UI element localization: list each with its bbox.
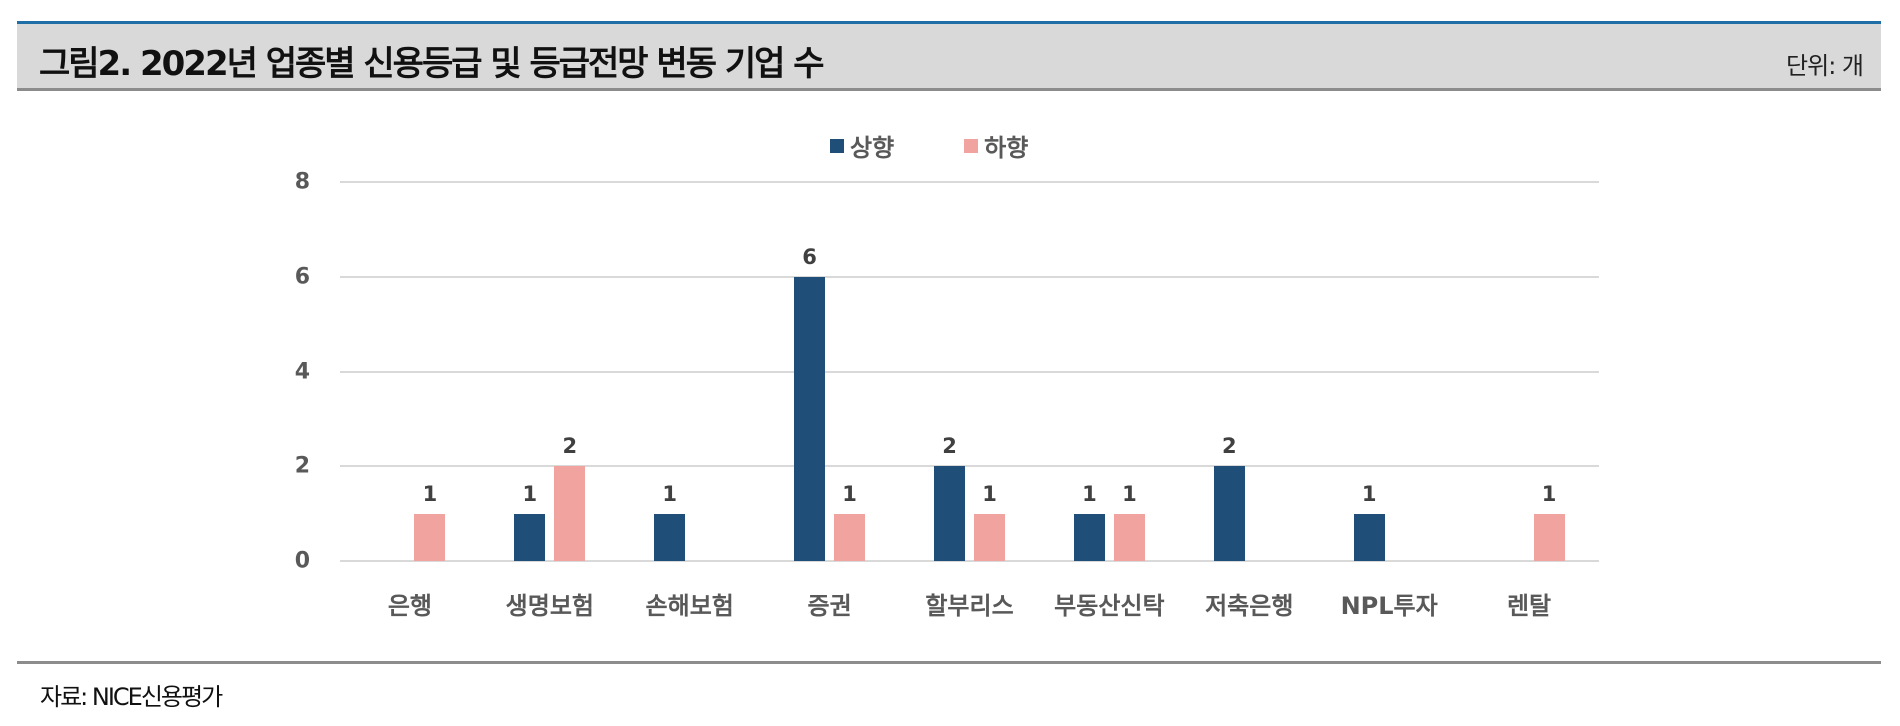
figure-title-bar: 그림2. 2022년 업종별 신용등급 및 등급전망 변동 기업 수 단위: 개 — [17, 21, 1881, 91]
bar-value-label: 2 — [562, 434, 578, 459]
source-note: 자료: NICE신용평가 — [40, 683, 223, 711]
legend-label-upgrade: 상향 — [850, 134, 895, 162]
x-axis-category-label: 렌탈 — [1506, 592, 1552, 620]
bar-downgrade — [414, 513, 446, 561]
bar-value-label: 6 — [802, 244, 817, 269]
bar-upgrade — [1073, 513, 1105, 561]
bar-downgrade — [834, 513, 866, 561]
x-axis-category-label: 할부리스 — [925, 592, 1014, 620]
y-axis-tick-label: 4 — [294, 359, 310, 384]
x-axis-category-label: 저축은행 — [1205, 592, 1294, 620]
bar-upgrade — [514, 513, 546, 561]
footer-divider — [17, 661, 1881, 664]
bar-downgrade — [974, 513, 1005, 561]
x-axis-category-label: 은행 — [387, 592, 433, 620]
legend-item-downgrade: 하향 — [964, 128, 1028, 163]
legend-swatch-upgrade-icon — [830, 138, 844, 153]
x-axis-category-label: 증권 — [807, 592, 852, 620]
bar-upgrade — [934, 466, 965, 561]
x-axis-category-label: 부동산신탁 — [1054, 592, 1165, 620]
figure-title: 그림2. 2022년 업종별 신용등급 및 등급전망 변동 기업 수 — [39, 44, 824, 84]
legend-item-upgrade: 상향 — [830, 128, 894, 163]
y-axis-tick-label: 6 — [294, 264, 310, 290]
bar-upgrade — [1213, 466, 1245, 561]
bar-value-label: 1 — [1361, 481, 1377, 506]
x-axis-category-label: 생명보험 — [505, 592, 594, 620]
bar-value-label: 1 — [982, 481, 997, 506]
y-axis-tick-label: 8 — [294, 169, 310, 195]
y-axis-tick-label: 0 — [294, 548, 310, 574]
bar-downgrade — [554, 466, 586, 561]
bar-downgrade — [1113, 513, 1145, 561]
bar-value-label: 2 — [942, 434, 957, 459]
legend-swatch-downgrade-icon — [964, 138, 979, 153]
x-axis-category-label: 손해보험 — [645, 592, 734, 620]
bar-value-label: 1 — [522, 481, 538, 506]
bar-upgrade — [1353, 513, 1385, 561]
y-axis-tick-label: 2 — [294, 453, 310, 479]
x-axis-category-label: NPL투자 — [1340, 592, 1438, 620]
bar-upgrade — [654, 513, 686, 561]
gridline — [340, 560, 1599, 562]
chart-legend: 상향 하향 — [830, 128, 1028, 163]
bar-value-label: 1 — [662, 481, 678, 506]
bar-chart: 0 2 4 6 8 1 은행 1 2 생명보험 1 손해보험 6 1 증권 2 1 할부리스 1 1 부동산신탁 2 저축은… — [294, 169, 1599, 620]
bar-value-label: 1 — [422, 481, 438, 506]
bar-value-label: 1 — [1122, 481, 1137, 506]
gridline — [340, 275, 1599, 278]
unit-label: 단위: 개 — [1786, 52, 1864, 80]
bar-downgrade — [1533, 513, 1565, 561]
gridline — [340, 181, 1599, 183]
gridline — [340, 465, 1599, 468]
bar-value-label: 1 — [1082, 481, 1097, 506]
legend-label-downgrade: 하향 — [984, 134, 1029, 162]
gridline — [340, 370, 1599, 373]
bar-value-label: 1 — [1541, 481, 1557, 506]
bar-value-label: 2 — [1221, 434, 1237, 459]
bar-value-label: 1 — [842, 481, 857, 506]
bar-upgrade — [794, 276, 826, 561]
